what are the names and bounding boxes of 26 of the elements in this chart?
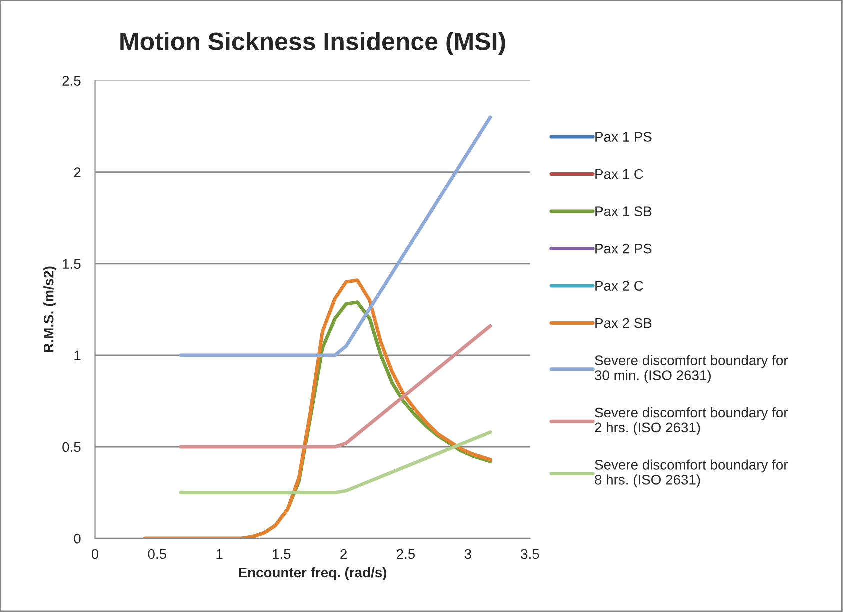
chart-title: Motion Sickness Insidence (MSI) <box>120 32 506 56</box>
legend-label: Pax 2 PS <box>596 244 652 254</box>
y-tick-label: 1.5 <box>63 259 81 270</box>
x-tick-label: 1 <box>216 549 223 560</box>
legend-label: Severe discomfort boundary for 30 min. (ISO 2631) <box>595 355 788 384</box>
x-axis-title: Encounter freq. (rad/s) <box>239 567 387 580</box>
y-tick-label: 0 <box>74 534 81 544</box>
y-axis-title: R.M.S. (m/s2) <box>44 266 57 352</box>
y-tick-label: 0.5 <box>62 442 81 452</box>
x-tick-label: 2.5 <box>397 549 416 560</box>
y-tick-label: 1 <box>74 350 81 360</box>
y-tick-label: 2 <box>74 168 81 178</box>
y-tick-label: 2.5 <box>62 76 81 86</box>
legend-label: Pax 1 PS <box>596 132 652 142</box>
x-tick-label: 1.5 <box>273 549 291 560</box>
legend-label: Severe discomfort boundary for 8 hrs. (ISO 2631) <box>595 460 788 488</box>
x-tick-label: 0.5 <box>148 549 166 560</box>
x-tick-label: 3.5 <box>521 549 540 560</box>
x-tick-label: 3 <box>464 549 472 560</box>
x-tick-label: 2 <box>340 549 347 560</box>
x-tick-label: 0 <box>92 549 99 560</box>
legend-label: Pax 2 SB <box>596 318 652 328</box>
legend-label: Severe discomfort boundary for 2 hrs. (ISO 2631) <box>595 407 788 436</box>
legend-label: Pax 1 C <box>596 169 644 180</box>
legend-label: Pax 2 C <box>596 281 644 291</box>
legend-label: Pax 1 SB <box>596 206 652 216</box>
